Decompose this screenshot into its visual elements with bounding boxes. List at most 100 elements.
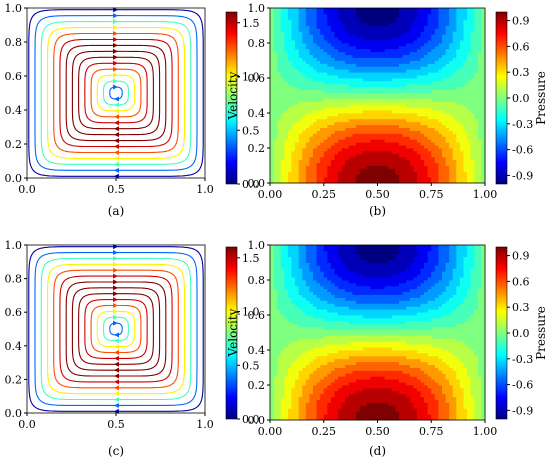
field-cell <box>384 89 389 93</box>
field-cell <box>363 130 368 134</box>
field-cell <box>352 92 357 96</box>
field-cell <box>302 121 307 126</box>
field-cell <box>434 25 439 29</box>
field-cell <box>442 136 446 140</box>
field-cell <box>366 43 371 47</box>
field-cell <box>431 92 436 96</box>
field-cell <box>345 51 350 56</box>
field-cell <box>327 323 332 328</box>
field-cell <box>481 75 486 79</box>
field-cell <box>366 25 371 29</box>
field-cell <box>467 16 472 21</box>
field-cell <box>277 86 282 91</box>
field-cell <box>399 98 403 102</box>
field-cell <box>298 402 303 406</box>
field-cell <box>291 259 296 263</box>
field-cell <box>456 37 461 41</box>
field-cell <box>402 80 407 85</box>
field-cell <box>330 136 335 140</box>
field-cell <box>409 118 414 123</box>
field-cell <box>474 148 479 152</box>
field-cell <box>420 101 425 105</box>
field-cell <box>323 326 328 330</box>
field-cell <box>348 86 353 91</box>
field-cell <box>420 145 425 149</box>
field-cell <box>334 159 339 163</box>
field-cell <box>327 250 332 255</box>
field-cell <box>477 40 482 44</box>
field-cell <box>370 101 375 105</box>
field-cell <box>302 22 307 26</box>
field-cell <box>356 48 360 53</box>
field-cell <box>445 115 450 120</box>
field-cell <box>320 98 325 102</box>
field-cell <box>477 8 482 12</box>
field-cell <box>316 341 321 345</box>
field-cell <box>338 393 343 398</box>
field-cell <box>291 323 296 328</box>
field-cell <box>459 28 464 32</box>
field-cell <box>399 28 403 32</box>
field-cell <box>434 78 439 82</box>
field-cell <box>416 51 421 56</box>
field-cell <box>295 405 300 409</box>
field-cell <box>280 335 285 339</box>
field-cell <box>284 268 289 272</box>
field-cell <box>402 107 407 111</box>
field-cell <box>341 95 346 99</box>
field-cell <box>431 115 436 120</box>
field-cell <box>309 329 314 333</box>
field-cell <box>327 31 332 35</box>
field-cell <box>273 288 278 293</box>
field-cell <box>424 83 429 88</box>
field-cell <box>416 107 421 111</box>
field-cell <box>298 78 303 82</box>
field-cell <box>456 121 461 126</box>
field-cell <box>338 326 343 330</box>
field-cell <box>270 130 274 134</box>
field-cell <box>298 177 303 181</box>
field-cell <box>316 34 321 38</box>
field-cell <box>305 118 310 123</box>
field-cell <box>334 148 339 152</box>
field-cell <box>313 60 317 64</box>
field-cell <box>298 148 303 152</box>
field-cell <box>442 83 446 88</box>
field-cell <box>449 153 454 158</box>
field-cell <box>305 323 310 328</box>
field-cell <box>442 10 446 15</box>
field-cell <box>287 277 292 281</box>
field-cell <box>323 115 328 120</box>
field-cell <box>291 92 296 96</box>
field-cell <box>341 89 346 93</box>
field-cell <box>273 13 278 18</box>
field-cell <box>366 95 371 99</box>
field-cell <box>320 291 325 295</box>
field-cell <box>302 245 307 249</box>
field-cell <box>334 355 339 360</box>
field-cell <box>456 54 461 58</box>
field-cell <box>298 156 303 161</box>
field-cell <box>449 174 454 178</box>
field-cell <box>291 127 296 131</box>
field-cell <box>427 148 432 152</box>
field-cell <box>449 92 454 96</box>
field-cell <box>449 107 454 111</box>
field-cell <box>474 8 479 12</box>
field-cell <box>320 297 325 301</box>
field-cell <box>327 376 332 380</box>
field-cell <box>402 51 407 56</box>
field-cell <box>413 113 418 117</box>
field-cell <box>373 63 378 67</box>
field-cell <box>316 22 321 26</box>
field-cell <box>474 180 479 184</box>
field-cell <box>438 180 443 184</box>
field-cell <box>409 156 414 161</box>
field-cell <box>395 180 400 184</box>
field-cell <box>345 25 350 29</box>
field-cell <box>287 387 292 392</box>
field-cell <box>395 153 400 158</box>
field-cell <box>302 57 307 61</box>
field-cell <box>316 303 321 307</box>
field-cell <box>416 162 421 166</box>
